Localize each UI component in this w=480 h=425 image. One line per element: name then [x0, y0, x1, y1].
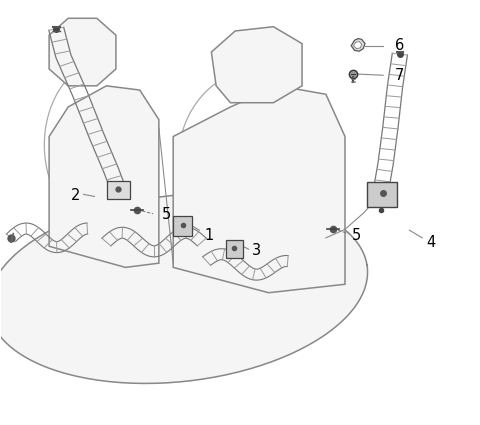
Polygon shape	[354, 42, 362, 49]
Polygon shape	[0, 193, 368, 383]
FancyBboxPatch shape	[173, 216, 192, 236]
Polygon shape	[351, 39, 365, 51]
Text: 6: 6	[395, 38, 405, 53]
FancyBboxPatch shape	[367, 181, 396, 207]
FancyBboxPatch shape	[107, 181, 130, 199]
Polygon shape	[211, 27, 302, 103]
FancyBboxPatch shape	[226, 240, 243, 258]
Text: 1: 1	[204, 228, 214, 243]
Polygon shape	[49, 86, 159, 267]
Text: 4: 4	[426, 235, 435, 249]
Polygon shape	[49, 18, 116, 86]
Text: 3: 3	[252, 243, 261, 258]
Text: 2: 2	[71, 188, 80, 203]
Text: 5: 5	[352, 228, 361, 243]
Polygon shape	[173, 86, 345, 293]
Text: 7: 7	[395, 68, 405, 83]
Text: 5: 5	[161, 207, 171, 222]
